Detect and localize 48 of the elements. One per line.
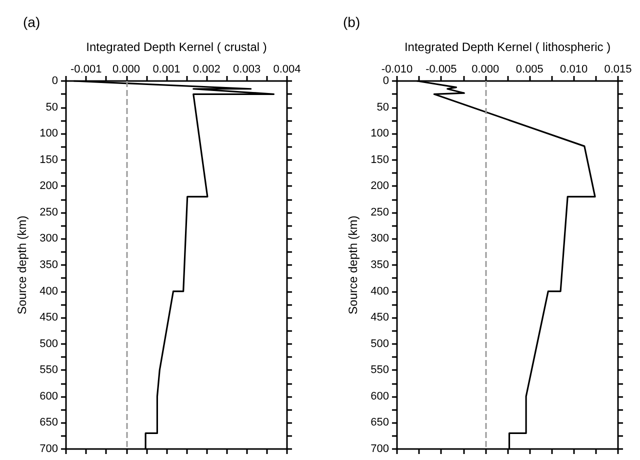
y-tick-label: 450 — [370, 312, 389, 324]
chart-title: (b) — [343, 14, 360, 30]
y-tick-label: 200 — [370, 180, 389, 192]
y-tick-label: 600 — [40, 390, 58, 402]
y-tick-label: 200 — [40, 180, 58, 192]
y-tick-label: 300 — [40, 232, 58, 245]
y-tick-label: 0 — [382, 75, 389, 87]
x-tick-label: 0.010 — [560, 64, 588, 76]
y-tick-label: 700 — [40, 443, 58, 455]
x-tick-label: -0.001 — [70, 64, 102, 76]
y-tick-label: 450 — [40, 312, 58, 324]
y-tick-label: 400 — [40, 285, 58, 298]
x-axis-title: Integrated Depth Kernel ( crustal ) — [86, 40, 267, 54]
y-tick-label: 100 — [370, 128, 389, 140]
y-tick-label: 650 — [370, 416, 389, 429]
y-tick-label: 350 — [370, 259, 389, 271]
y-tick-label: 50 — [46, 101, 58, 114]
x-tick-label: 0.000 — [112, 64, 140, 76]
y-tick-label: 0 — [52, 75, 58, 87]
y-tick-label: 600 — [370, 390, 389, 402]
y-axis-title: Source depth (km) — [15, 216, 29, 314]
x-tick-label: -0.010 — [381, 64, 413, 76]
x-tick-label: 0.003 — [233, 64, 261, 76]
y-tick-label: 50 — [376, 101, 389, 114]
y-axis-title: Source depth (km) — [346, 216, 360, 314]
y-tick-label: 500 — [40, 338, 58, 350]
y-tick-label: 300 — [370, 232, 389, 245]
x-tick-label: -0.005 — [426, 64, 457, 76]
y-tick-label: 100 — [40, 128, 58, 140]
y-tick-label: 150 — [370, 154, 389, 166]
y-tick-label: 350 — [40, 259, 58, 271]
y-tick-label: 250 — [40, 206, 58, 218]
x-tick-label: 0.002 — [192, 64, 220, 76]
x-tick-label: 0.000 — [472, 64, 500, 76]
y-tick-label: 150 — [40, 154, 58, 166]
y-tick-label: 400 — [370, 285, 389, 298]
y-tick-label: 500 — [370, 338, 389, 350]
x-axis-title: Integrated Depth Kernel ( lithospheric ) — [404, 40, 611, 54]
y-tick-label: 250 — [370, 206, 389, 218]
y-tick-label: 550 — [370, 364, 389, 376]
x-tick-label: 0.005 — [516, 64, 544, 76]
x-tick-label: 0.015 — [604, 64, 632, 76]
y-tick-label: 700 — [370, 443, 389, 455]
y-tick-label: 550 — [40, 364, 58, 376]
x-tick-label: 0.004 — [273, 64, 301, 76]
y-tick-label: 650 — [40, 416, 58, 429]
chart-title: (a) — [23, 14, 40, 30]
x-tick-label: 0.001 — [152, 64, 180, 76]
